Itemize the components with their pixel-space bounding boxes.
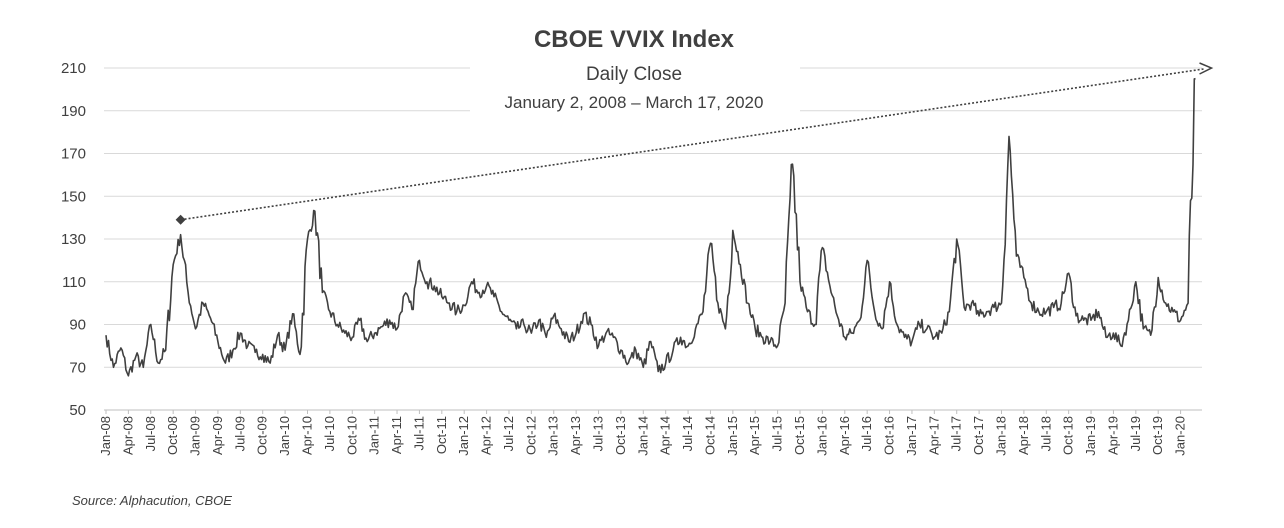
x-tick-label: Apr-12 — [479, 416, 494, 455]
x-tick-label: Jul-19 — [1128, 416, 1143, 451]
trend-annotation — [175, 62, 1214, 225]
x-tick-label: Apr-16 — [837, 416, 852, 455]
x-tick-label: Oct-17 — [971, 416, 986, 455]
x-tick-label: Apr-15 — [747, 416, 762, 455]
x-tick-label: Oct-10 — [344, 416, 359, 455]
trend-start-marker — [175, 214, 186, 225]
series-line-layer — [105, 77, 1196, 377]
y-tick-label: 110 — [62, 274, 86, 291]
y-tick-label: 170 — [61, 146, 86, 163]
x-tick-label: Jul-15 — [770, 416, 785, 451]
x-tick-label: Apr-14 — [658, 416, 673, 455]
x-tick-label: Apr-19 — [1105, 416, 1120, 455]
trend-arrow-head — [1199, 62, 1214, 75]
x-tick-label: Jul-17 — [949, 416, 964, 451]
x-tick-label: Jan-17 — [904, 416, 919, 456]
x-tick-label: Jan-12 — [456, 416, 471, 456]
x-axis-tick-labels: Jan-08 Apr-08 Jul-08 Oct-08 Jan-09 Apr-09 Jul-… — [98, 416, 1188, 456]
x-tick-label: Jan-11 — [367, 416, 382, 455]
x-tick-label: Oct-14 — [702, 416, 717, 455]
x-tick-label: Oct-11 — [434, 416, 449, 454]
x-tick-label: Apr-11 — [389, 416, 404, 454]
x-tick-label: Apr-18 — [1016, 416, 1031, 455]
x-tick-label: Jul-16 — [859, 416, 874, 451]
x-tick-label: Apr-08 — [120, 416, 135, 455]
x-tick-label: Jan-10 — [277, 416, 292, 456]
vvix-series-line — [105, 77, 1196, 377]
y-tick-label: 70 — [69, 359, 86, 376]
x-tick-label: Oct-12 — [523, 416, 538, 455]
x-tick-label: Jan-20 — [1173, 416, 1188, 456]
x-tick-label: Jul-18 — [1038, 416, 1053, 451]
x-tick-label: Apr-17 — [926, 416, 941, 455]
x-tick-label: Jan-13 — [546, 416, 561, 456]
x-tick-label: Apr-13 — [568, 416, 583, 455]
x-tick-label: Oct-09 — [255, 416, 270, 455]
source-note: Source: Alphacution, CBOE — [72, 493, 232, 508]
x-tick-label: Jan-14 — [635, 416, 650, 456]
chart-date-range: January 2, 2008 – March 17, 2020 — [505, 93, 764, 112]
x-tick-label: Oct-19 — [1150, 416, 1165, 455]
x-tick-label: Oct-08 — [165, 416, 180, 455]
x-tick-label: Jan-18 — [993, 416, 1008, 456]
x-tick-label: Apr-09 — [210, 416, 225, 455]
x-tick-label: Jul-10 — [322, 416, 337, 451]
x-tick-label: Jul-14 — [680, 416, 695, 451]
y-tick-label: 50 — [69, 402, 86, 419]
x-tick-label: Jan-19 — [1083, 416, 1098, 456]
x-tick-label: Oct-18 — [1061, 416, 1076, 455]
x-tick-label: Jan-16 — [814, 416, 829, 456]
chart-title: CBOE VVIX Index — [534, 26, 735, 53]
x-tick-label: Jul-12 — [501, 416, 516, 451]
chart-subtitle: Daily Close — [586, 64, 682, 85]
x-tick-label: Apr-10 — [299, 416, 314, 455]
x-tick-label: Oct-16 — [882, 416, 897, 455]
x-tick-label: Jul-08 — [143, 416, 158, 451]
y-tick-label: 210 — [61, 60, 86, 77]
y-tick-label: 190 — [61, 103, 86, 120]
x-tick-label: Jul-11 — [411, 416, 426, 450]
x-tick-label: Jan-09 — [188, 416, 203, 456]
y-tick-label: 90 — [69, 317, 86, 334]
y-tick-label: 130 — [61, 231, 86, 248]
y-axis-tick-labels: 50 70 90 110 130 150 170 190 210 — [61, 60, 86, 419]
x-tick-label: Oct-13 — [613, 416, 628, 455]
trend-dotted-line — [180, 68, 1204, 221]
x-tick-label: Jan-15 — [725, 416, 740, 456]
x-tick-label: Oct-15 — [792, 416, 807, 455]
x-tick-label: Jan-08 — [98, 416, 113, 456]
y-tick-label: 150 — [61, 188, 86, 205]
x-tick-label: Jul-09 — [232, 416, 247, 451]
x-tick-label: Jul-13 — [591, 416, 606, 451]
title-backdrop — [470, 54, 800, 118]
